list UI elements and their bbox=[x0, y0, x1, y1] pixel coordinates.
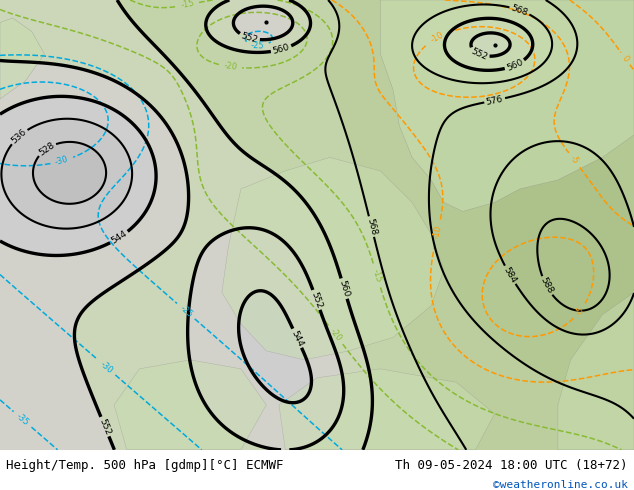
Text: -25: -25 bbox=[250, 41, 264, 50]
Polygon shape bbox=[380, 0, 634, 211]
Text: ©weatheronline.co.uk: ©weatheronline.co.uk bbox=[493, 480, 628, 490]
Text: -15: -15 bbox=[180, 0, 195, 10]
Text: 588: 588 bbox=[538, 276, 555, 295]
Text: 584: 584 bbox=[502, 265, 518, 285]
Text: 568: 568 bbox=[365, 217, 378, 236]
Text: -20: -20 bbox=[328, 327, 343, 343]
Polygon shape bbox=[0, 18, 44, 99]
Text: -5: -5 bbox=[568, 154, 580, 166]
Text: 536: 536 bbox=[10, 127, 29, 146]
Text: -35: -35 bbox=[15, 412, 30, 427]
Text: Height/Temp. 500 hPa [gdmp][°C] ECMWF: Height/Temp. 500 hPa [gdmp][°C] ECMWF bbox=[6, 459, 284, 471]
Text: 528: 528 bbox=[37, 140, 56, 157]
Polygon shape bbox=[279, 369, 495, 450]
Text: -10: -10 bbox=[429, 30, 445, 45]
Polygon shape bbox=[558, 293, 634, 450]
Text: 552: 552 bbox=[470, 47, 489, 62]
Text: 544: 544 bbox=[290, 329, 305, 348]
Polygon shape bbox=[114, 360, 266, 450]
Text: 544: 544 bbox=[110, 229, 129, 246]
Text: -30: -30 bbox=[55, 155, 70, 167]
Text: -25: -25 bbox=[178, 303, 194, 319]
Text: 560: 560 bbox=[272, 43, 291, 56]
Text: Th 09-05-2024 18:00 UTC (18+72): Th 09-05-2024 18:00 UTC (18+72) bbox=[395, 459, 628, 471]
Text: -10: -10 bbox=[432, 224, 443, 240]
Text: 576: 576 bbox=[485, 94, 504, 106]
Text: 560: 560 bbox=[505, 58, 524, 73]
Text: 568: 568 bbox=[510, 3, 529, 18]
Text: -15: -15 bbox=[371, 269, 384, 284]
Text: 552: 552 bbox=[240, 31, 259, 45]
Text: -20: -20 bbox=[223, 61, 238, 72]
Polygon shape bbox=[222, 157, 444, 360]
Text: 560: 560 bbox=[337, 279, 351, 298]
Text: 552: 552 bbox=[98, 417, 112, 436]
Text: 552: 552 bbox=[309, 290, 323, 310]
Text: -30: -30 bbox=[98, 359, 115, 375]
Text: -5: -5 bbox=[574, 305, 586, 317]
Text: 0: 0 bbox=[620, 54, 631, 63]
